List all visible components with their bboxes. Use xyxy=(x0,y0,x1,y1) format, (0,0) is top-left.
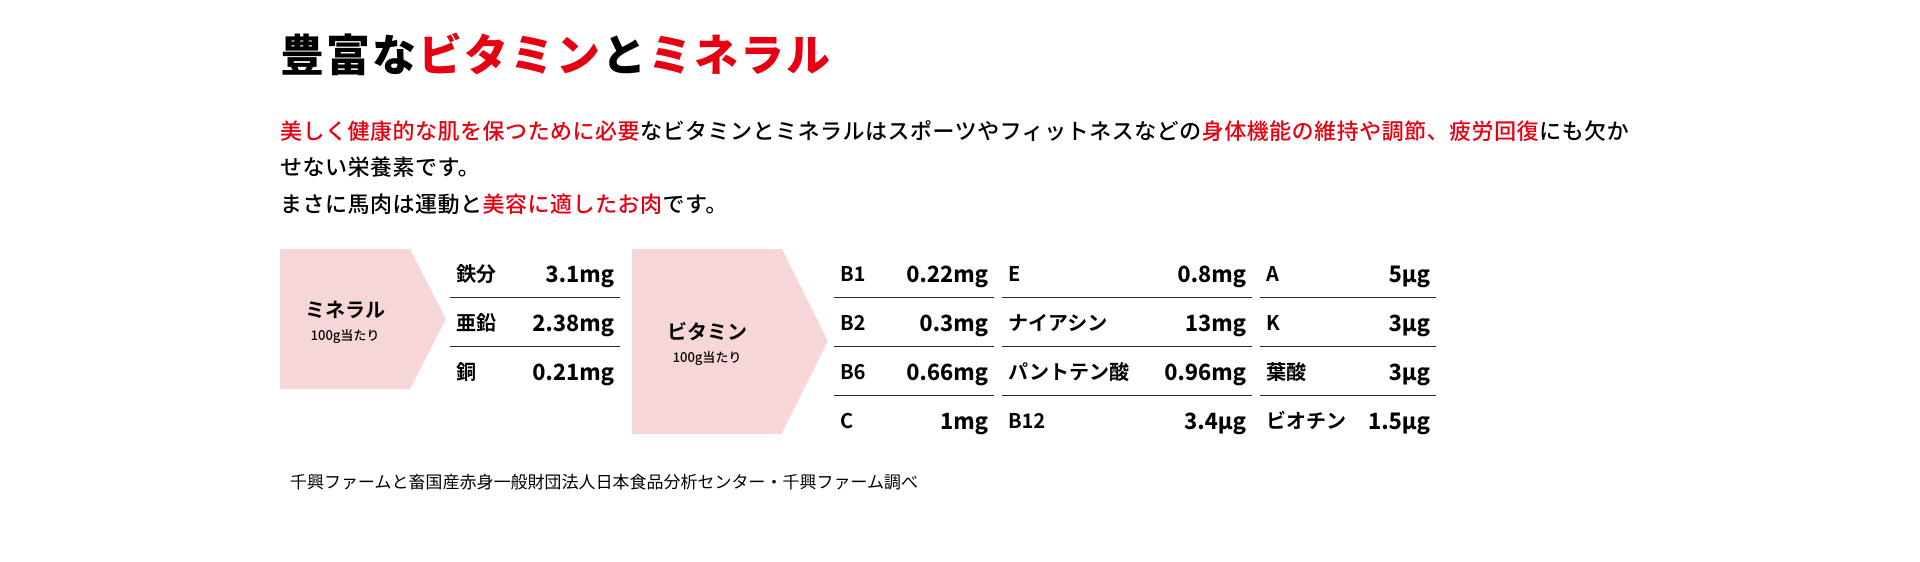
desc-line2b: 美容に適したお肉 xyxy=(483,187,663,219)
nutrient-label: E xyxy=(1002,250,1142,295)
nutrient-value: 0.3mg xyxy=(884,298,994,346)
title-part1: 豊富な xyxy=(280,20,418,84)
table-row: C 1mg xyxy=(834,396,994,444)
table-row: ナイアシン 13mg xyxy=(1002,298,1252,347)
desc-seg1: 美しく健康的な肌を保つために必要 xyxy=(280,114,640,146)
table-row: 葉酸 3µg xyxy=(1260,347,1436,396)
desc-line2c: です。 xyxy=(663,187,728,219)
nutrient-label: 鉄分 xyxy=(450,250,510,295)
title-part4: ミネラル xyxy=(648,20,832,84)
table-row: 鉄分 3.1mg xyxy=(450,249,620,298)
nutrition-tables: ミネラル 100g当たり 鉄分 3.1mg 亜鉛 2.38mg 銅 0.21mg… xyxy=(280,249,1640,444)
table-row: B6 0.66mg xyxy=(834,347,994,396)
nutrient-label: 亜鉛 xyxy=(450,299,510,344)
mineral-box-title: ミネラル xyxy=(305,294,385,323)
nutrient-value: 3.4µg xyxy=(1142,396,1252,444)
desc-seg2: なビタミンとミネラルはスポーツやフィットネスなどの xyxy=(640,114,1202,146)
nutrient-label: B1 xyxy=(834,250,884,295)
nutrient-value: 3µg xyxy=(1350,347,1436,395)
footnote: 千興ファームと畜国産赤身一般財団法人日本食品分析センター・千興ファーム調べ xyxy=(280,468,1640,493)
nutrient-value: 3µg xyxy=(1350,298,1436,346)
nutrient-value: 1mg xyxy=(884,396,994,444)
table-row: K 3µg xyxy=(1260,298,1436,347)
nutrient-value: 5µg xyxy=(1350,249,1436,297)
vitamin-box-subtitle: 100g当たり xyxy=(673,347,742,366)
vitamin-table-col3: A 5µg K 3µg 葉酸 3µg ビオチン 1.5µg xyxy=(1260,249,1436,444)
desc-seg3: 身体機能の維持や調節、疲労回復 xyxy=(1202,114,1540,146)
mineral-arrow-box: ミネラル 100g当たり xyxy=(280,249,410,389)
vitamin-arrow-box: ビタミン 100g当たり xyxy=(632,249,782,434)
nutrient-value: 3.1mg xyxy=(510,249,620,297)
infographic-container: 豊富なビタミンとミネラル 美しく健康的な肌を保つために必要なビタミンとミネラルは… xyxy=(0,0,1920,493)
nutrient-label: 葉酸 xyxy=(1260,348,1350,393)
nutrient-value: 2.38mg xyxy=(510,298,620,346)
table-row: 銅 0.21mg xyxy=(450,347,620,395)
title-part2: ビタミン xyxy=(418,20,602,84)
nutrient-label: B12 xyxy=(1002,397,1142,442)
description-text: 美しく健康的な肌を保つために必要なビタミンとミネラルはスポーツやフィットネスなど… xyxy=(280,112,1640,221)
table-row: 亜鉛 2.38mg xyxy=(450,298,620,347)
nutrient-value: 0.22mg xyxy=(884,249,994,297)
nutrient-label: K xyxy=(1260,299,1350,344)
nutrient-label: ナイアシン xyxy=(1002,299,1142,344)
nutrient-label: B2 xyxy=(834,299,884,344)
table-row: B2 0.3mg xyxy=(834,298,994,347)
nutrient-value: 13mg xyxy=(1142,298,1252,346)
nutrient-label: ビオチン xyxy=(1260,397,1350,442)
nutrient-label: B6 xyxy=(834,348,884,393)
table-row: B1 0.22mg xyxy=(834,249,994,298)
table-row: ビオチン 1.5µg xyxy=(1260,396,1436,444)
mineral-box-subtitle: 100g当たり xyxy=(311,325,380,344)
nutrient-label: C xyxy=(834,397,884,442)
mineral-table: 鉄分 3.1mg 亜鉛 2.38mg 銅 0.21mg xyxy=(450,249,620,395)
nutrient-value: 1.5µg xyxy=(1350,396,1436,444)
table-row: A 5µg xyxy=(1260,249,1436,298)
table-row: パントテン酸 0.96mg xyxy=(1002,347,1252,396)
title-part3: と xyxy=(602,20,648,84)
nutrient-value: 0.96mg xyxy=(1142,347,1252,395)
nutrient-value: 0.21mg xyxy=(510,347,620,395)
nutrient-label: 銅 xyxy=(450,348,510,393)
nutrient-value: 0.8mg xyxy=(1142,249,1252,297)
table-row: B12 3.4µg xyxy=(1002,396,1252,444)
table-row: E 0.8mg xyxy=(1002,249,1252,298)
vitamin-table-col2: E 0.8mg ナイアシン 13mg パントテン酸 0.96mg B12 3.4… xyxy=(1002,249,1252,444)
section-title: 豊富なビタミンとミネラル xyxy=(280,20,1640,84)
nutrient-value: 0.66mg xyxy=(884,347,994,395)
nutrient-label: A xyxy=(1260,250,1350,295)
vitamin-table-col1: B1 0.22mg B2 0.3mg B6 0.66mg C 1mg xyxy=(834,249,994,444)
desc-line2a: まさに馬肉は運動と xyxy=(280,187,483,219)
vitamin-box-title: ビタミン xyxy=(667,316,747,345)
nutrient-label: パントテン酸 xyxy=(1002,348,1142,393)
